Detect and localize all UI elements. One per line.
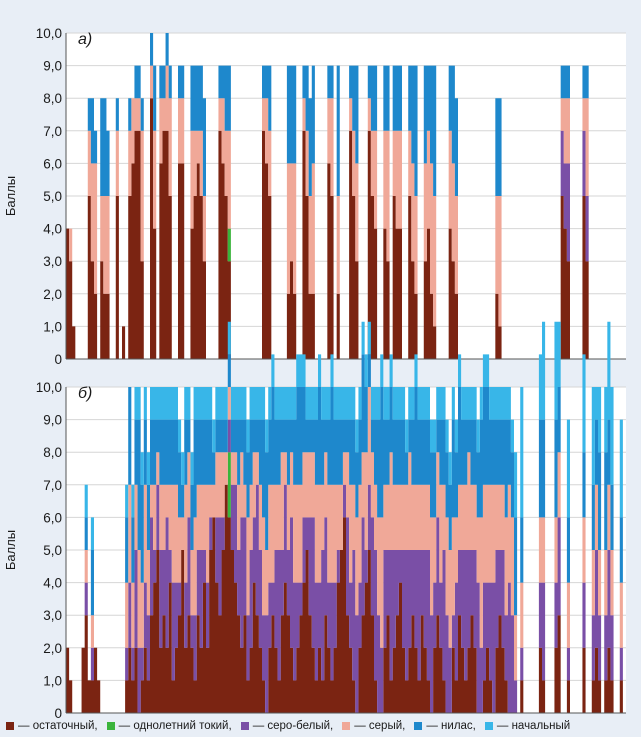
legend-swatch-nachalny — [484, 722, 493, 730]
legend-label-sero-bely: — серо-белый, — [252, 720, 334, 732]
y-tick-label-b: 6,0 — [43, 510, 62, 525]
series-area-нилас-b — [66, 354, 626, 713]
legend-swatch-ostatochny — [6, 722, 14, 730]
y-tick-label-a: 9,0 — [43, 59, 62, 74]
y-tick-label-b: 2,0 — [43, 641, 62, 656]
y-axis-title-a: Баллы — [3, 176, 18, 216]
y-tick-label-b: 8,0 — [43, 445, 62, 460]
series-area-нилас-a — [66, 33, 626, 359]
panel-label-b: б) — [78, 385, 92, 402]
series-area-начальный-b — [66, 321, 626, 713]
legend: — остаточный, — однолетний токий, — серо… — [6, 718, 638, 734]
legend-swatch-sery — [342, 722, 351, 730]
y-tick-label-b: 9,0 — [43, 413, 62, 428]
legend-label-odnoletniy: — однолетний токий, — [118, 720, 232, 732]
y-tick-label-b: 3,0 — [43, 608, 62, 623]
panel-a: 0 1,0 2,0 3,0 4,0 5,0 6,0 7,0 8,0 9,0 10,0 а) Баллы — [3, 26, 626, 367]
y-tick-label-a: 6,0 — [43, 156, 62, 171]
y-tick-label-a: 5,0 — [43, 189, 62, 204]
y-tick-label-a: 1,0 — [43, 319, 62, 334]
legend-item-nachalny: — начальный — [484, 720, 571, 732]
legend-swatch-nilas — [414, 722, 423, 730]
y-tick-label-a: 4,0 — [43, 222, 62, 237]
legend-swatch-odnoletniy — [106, 722, 115, 730]
legend-label-nilas: — нилас, — [426, 720, 476, 732]
y-tick-label-a: 2,0 — [43, 287, 62, 302]
panel-b: 0 1,0 2,0 3,0 4,0 5,0 6,0 7,0 8,0 9,0 10,0 б) Баллы — [3, 321, 626, 721]
legend-label-sery: — серый, — [354, 720, 406, 732]
y-tick-label-b: 0 — [54, 706, 62, 721]
y-axis-title-b: Баллы — [3, 530, 18, 570]
y-tick-label-a: 7,0 — [43, 124, 62, 139]
legend-item-odnoletniy: — однолетний токий, — [106, 720, 232, 732]
y-tick-label-b: 5,0 — [43, 543, 62, 558]
y-tick-label-b: 1,0 — [43, 673, 62, 688]
legend-label-ostatochny: — остаточный, — [18, 720, 98, 732]
legend-swatch-sero-bely — [240, 722, 249, 730]
legend-label-nachalny: — начальный — [496, 720, 571, 732]
y-tick-label-a: 0 — [54, 352, 62, 367]
panel-label-a: а) — [78, 31, 92, 48]
y-tick-label-a: 8,0 — [43, 91, 62, 106]
y-tick-label-a: 3,0 — [43, 254, 62, 269]
legend-item-sero-bely: — серо-белый, — [240, 720, 334, 732]
y-tick-label-a: 10,0 — [36, 26, 62, 41]
series-area-серо-белый-b — [66, 419, 626, 713]
legend-item-nilas: — нилас, — [414, 720, 476, 732]
legend-item-sery: — серый, — [342, 720, 405, 732]
series-area-остаточный-a — [66, 98, 626, 359]
y-tick-label-b: 10,0 — [36, 380, 62, 395]
legend-item-ostatochny: — остаточный, — [6, 720, 98, 732]
y-tick-label-b: 7,0 — [43, 478, 62, 493]
y-tick-label-b: 4,0 — [43, 576, 62, 591]
